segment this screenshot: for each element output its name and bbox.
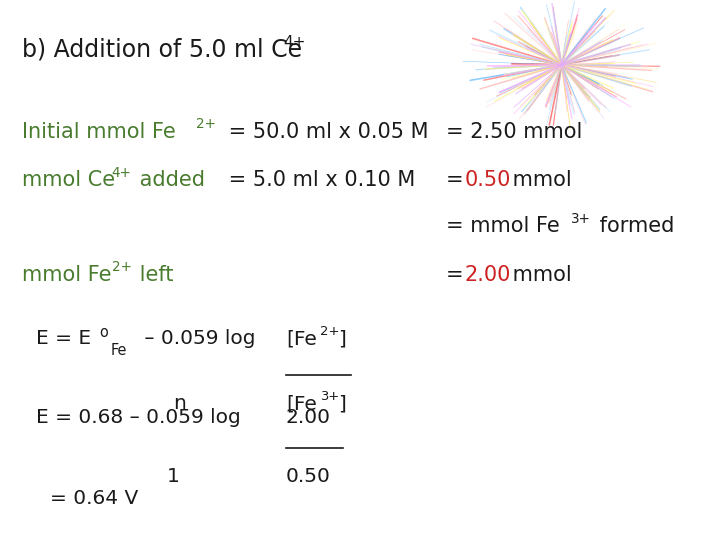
Text: ]: ] [338, 394, 346, 413]
Text: n: n [173, 394, 186, 413]
Text: 0.50: 0.50 [464, 170, 510, 190]
Text: Fe: Fe [111, 343, 127, 358]
Text: mmol Ce: mmol Ce [22, 170, 114, 190]
Text: 4+: 4+ [283, 35, 305, 50]
Text: o: o [99, 325, 108, 340]
Text: 2+: 2+ [320, 325, 339, 338]
Text: Initial mmol Fe: Initial mmol Fe [22, 122, 176, 141]
Text: 3+: 3+ [320, 390, 339, 403]
Text: E = 0.68 – 0.059 log: E = 0.68 – 0.059 log [36, 408, 247, 427]
Text: = 50.0 ml x 0.05 M: = 50.0 ml x 0.05 M [222, 122, 428, 141]
Text: ]: ] [338, 329, 346, 348]
Text: 2.00: 2.00 [464, 265, 510, 285]
Circle shape [544, 51, 580, 78]
Text: 4+: 4+ [112, 166, 132, 180]
Text: = mmol Fe: = mmol Fe [446, 216, 560, 236]
Text: mmol: mmol [506, 265, 572, 285]
Text: = 5.0 ml x 0.10 M: = 5.0 ml x 0.10 M [222, 170, 415, 190]
Text: b) Addition of 5.0 ml Ce: b) Addition of 5.0 ml Ce [22, 38, 302, 62]
Text: 2+: 2+ [196, 117, 216, 131]
Text: [Fe: [Fe [286, 329, 317, 348]
Text: = 0.64 V: = 0.64 V [50, 489, 139, 508]
Text: 1: 1 [167, 467, 180, 486]
Text: 2+: 2+ [112, 260, 132, 274]
Text: =: = [446, 170, 471, 190]
Text: 2.00: 2.00 [286, 408, 331, 427]
Text: left: left [133, 265, 174, 285]
Text: E = E: E = E [36, 329, 91, 348]
Text: 3+: 3+ [571, 212, 591, 226]
Text: 0.50: 0.50 [286, 467, 330, 486]
Text: added: added [133, 170, 205, 190]
Text: [Fe: [Fe [286, 394, 317, 413]
Circle shape [556, 60, 567, 69]
Text: mmol Fe: mmol Fe [22, 265, 111, 285]
Text: formed: formed [593, 216, 675, 236]
Text: mmol: mmol [506, 170, 572, 190]
Text: – 0.059 log: – 0.059 log [138, 329, 262, 348]
Circle shape [551, 57, 572, 73]
Text: = 2.50 mmol: = 2.50 mmol [446, 122, 582, 141]
Text: =: = [446, 265, 471, 285]
